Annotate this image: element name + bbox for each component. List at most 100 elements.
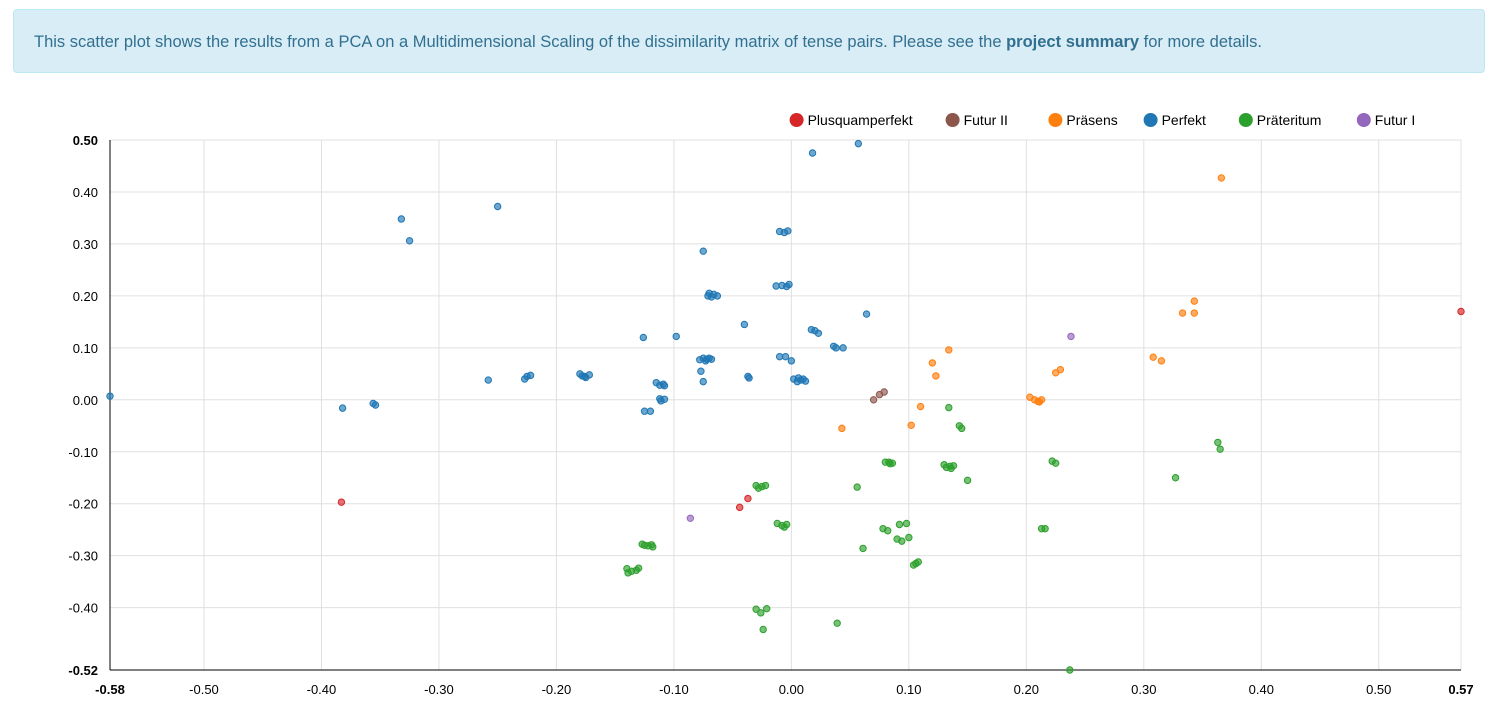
data-point-pr-teritum[interactable] bbox=[945, 403, 953, 412]
data-point-pr-sens[interactable] bbox=[1035, 398, 1043, 406]
data-point-pr-teritum[interactable] bbox=[895, 520, 904, 529]
data-point-pr-teritum[interactable] bbox=[763, 604, 771, 613]
data-point-pr-sens[interactable] bbox=[907, 421, 915, 429]
legend-item[interactable]: Futur I bbox=[1356, 112, 1415, 128]
data-point-pr-sens[interactable] bbox=[1052, 369, 1060, 377]
data-point-perfekt[interactable] bbox=[814, 329, 823, 337]
data-point-pr-teritum[interactable] bbox=[914, 558, 922, 566]
data-point-pr-teritum[interactable] bbox=[647, 541, 656, 549]
legend-marker bbox=[789, 113, 804, 127]
data-point-pr-sens[interactable] bbox=[1190, 297, 1199, 305]
data-point-plusquamperfekt[interactable] bbox=[735, 503, 744, 512]
data-point-pr-teritum[interactable] bbox=[963, 476, 972, 485]
data-point-pr-teritum[interactable] bbox=[634, 564, 643, 572]
data-point-pr-teritum[interactable] bbox=[886, 460, 894, 468]
data-point-pr-teritum[interactable] bbox=[759, 625, 767, 634]
data-point-plusquamperfekt[interactable] bbox=[337, 498, 346, 506]
data-point-futur-ii[interactable] bbox=[869, 396, 878, 404]
data-point-plusquamperfekt[interactable] bbox=[1457, 307, 1465, 316]
data-point-perfekt[interactable] bbox=[713, 292, 722, 300]
data-point-pr-teritum[interactable] bbox=[754, 484, 763, 492]
data-point-pr-teritum[interactable] bbox=[905, 533, 913, 542]
data-point-pr-sens[interactable] bbox=[1157, 357, 1166, 365]
data-point-pr-teritum[interactable] bbox=[1216, 445, 1224, 453]
data-point-pr-teritum[interactable] bbox=[1052, 459, 1060, 467]
data-point-perfekt[interactable] bbox=[697, 367, 705, 375]
data-point-perfekt[interactable] bbox=[787, 357, 796, 365]
data-point-pr-sens[interactable] bbox=[1190, 309, 1199, 317]
data-point-futur-ii[interactable] bbox=[880, 388, 888, 396]
data-point-perfekt[interactable] bbox=[704, 292, 712, 300]
data-point-pr-teritum[interactable] bbox=[859, 544, 867, 553]
data-point-perfekt[interactable] bbox=[405, 237, 414, 245]
data-point-pr-sens[interactable] bbox=[1149, 353, 1157, 361]
data-point-perfekt[interactable] bbox=[639, 333, 648, 342]
data-point-pr-teritum[interactable] bbox=[1171, 474, 1180, 482]
data-point-pr-teritum[interactable] bbox=[640, 541, 649, 549]
y-tick-label: -0.30 bbox=[68, 549, 98, 564]
data-point-perfekt[interactable] bbox=[371, 401, 380, 409]
data-point-pr-teritum[interactable] bbox=[833, 619, 841, 627]
data-point-pr-sens[interactable] bbox=[838, 424, 846, 433]
data-point-perfekt[interactable] bbox=[839, 344, 847, 352]
data-point-perfekt[interactable] bbox=[106, 392, 114, 400]
data-point-perfekt[interactable] bbox=[699, 247, 707, 255]
data-point-perfekt[interactable] bbox=[672, 332, 680, 341]
data-point-pr-teritum[interactable] bbox=[1214, 438, 1222, 447]
data-point-pr-sens[interactable] bbox=[945, 346, 953, 354]
data-point-pr-teritum[interactable] bbox=[757, 609, 765, 617]
data-point-pr-teritum[interactable] bbox=[898, 537, 906, 545]
data-point-futur-i[interactable] bbox=[1067, 332, 1075, 341]
project-summary-link[interactable]: project summary bbox=[1006, 33, 1140, 51]
data-point-futur-i[interactable] bbox=[686, 514, 695, 522]
data-point-pr-teritum[interactable] bbox=[780, 523, 789, 531]
data-point-perfekt[interactable] bbox=[701, 357, 710, 365]
data-point-pr-teritum[interactable] bbox=[902, 519, 911, 528]
data-point-perfekt[interactable] bbox=[854, 139, 863, 148]
data-point-perfekt[interactable] bbox=[646, 407, 655, 415]
data-point-perfekt[interactable] bbox=[740, 320, 749, 329]
legend-item[interactable]: Plusquamperfekt bbox=[789, 112, 913, 128]
data-point-pr-sens[interactable] bbox=[1178, 309, 1187, 317]
data-point-pr-sens[interactable] bbox=[916, 402, 925, 411]
legend-marker bbox=[945, 113, 960, 127]
data-point-perfekt[interactable] bbox=[397, 215, 406, 223]
legend-item[interactable]: Präsens bbox=[1048, 112, 1118, 128]
legend-item[interactable]: Perfekt bbox=[1143, 112, 1206, 128]
data-point-perfekt[interactable] bbox=[781, 352, 790, 361]
data-point-pr-teritum[interactable] bbox=[1066, 666, 1074, 674]
data-point-pr-sens[interactable] bbox=[1217, 174, 1226, 182]
data-point-perfekt[interactable] bbox=[699, 377, 707, 386]
data-point-pr-teritum[interactable] bbox=[624, 569, 632, 577]
data-point-perfekt[interactable] bbox=[484, 376, 492, 384]
data-point-pr-teritum[interactable] bbox=[884, 527, 892, 535]
data-point-pr-sens[interactable] bbox=[928, 359, 937, 367]
data-point-perfekt[interactable] bbox=[862, 310, 871, 318]
data-point-perfekt[interactable] bbox=[520, 375, 529, 383]
y-tick-label: 0.50 bbox=[73, 133, 98, 148]
data-point-pr-teritum[interactable] bbox=[752, 605, 760, 613]
data-point-perfekt[interactable] bbox=[493, 202, 502, 211]
data-point-plusquamperfekt[interactable] bbox=[744, 494, 752, 503]
data-point-perfekt[interactable] bbox=[745, 374, 753, 382]
data-point-perfekt[interactable] bbox=[832, 344, 840, 352]
data-point-perfekt[interactable] bbox=[784, 227, 792, 235]
legend-item[interactable]: Präteritum bbox=[1238, 112, 1322, 128]
data-point-perfekt[interactable] bbox=[657, 397, 665, 405]
x-tick-label: -0.40 bbox=[307, 682, 337, 697]
data-point-pr-teritum[interactable] bbox=[853, 483, 861, 491]
data-point-pr-teritum[interactable] bbox=[947, 464, 955, 473]
data-point-perfekt[interactable] bbox=[801, 377, 810, 385]
data-point-perfekt[interactable] bbox=[794, 374, 803, 382]
data-point-perfekt[interactable] bbox=[660, 382, 669, 390]
data-point-pr-teritum[interactable] bbox=[958, 424, 966, 433]
data-point-pr-teritum[interactable] bbox=[761, 481, 770, 490]
data-point-pr-teritum[interactable] bbox=[1041, 524, 1049, 533]
data-point-perfekt[interactable] bbox=[338, 404, 347, 412]
data-point-perfekt[interactable] bbox=[808, 149, 817, 157]
data-point-perfekt[interactable] bbox=[526, 371, 535, 380]
data-point-perfekt[interactable] bbox=[578, 372, 586, 380]
data-point-perfekt[interactable] bbox=[785, 280, 793, 289]
data-point-pr-sens[interactable] bbox=[932, 372, 940, 380]
legend-item[interactable]: Futur II bbox=[945, 112, 1008, 128]
